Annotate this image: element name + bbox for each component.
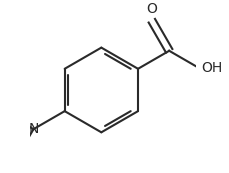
Text: OH: OH (201, 61, 222, 75)
Text: N: N (28, 122, 39, 136)
Text: O: O (146, 2, 157, 16)
